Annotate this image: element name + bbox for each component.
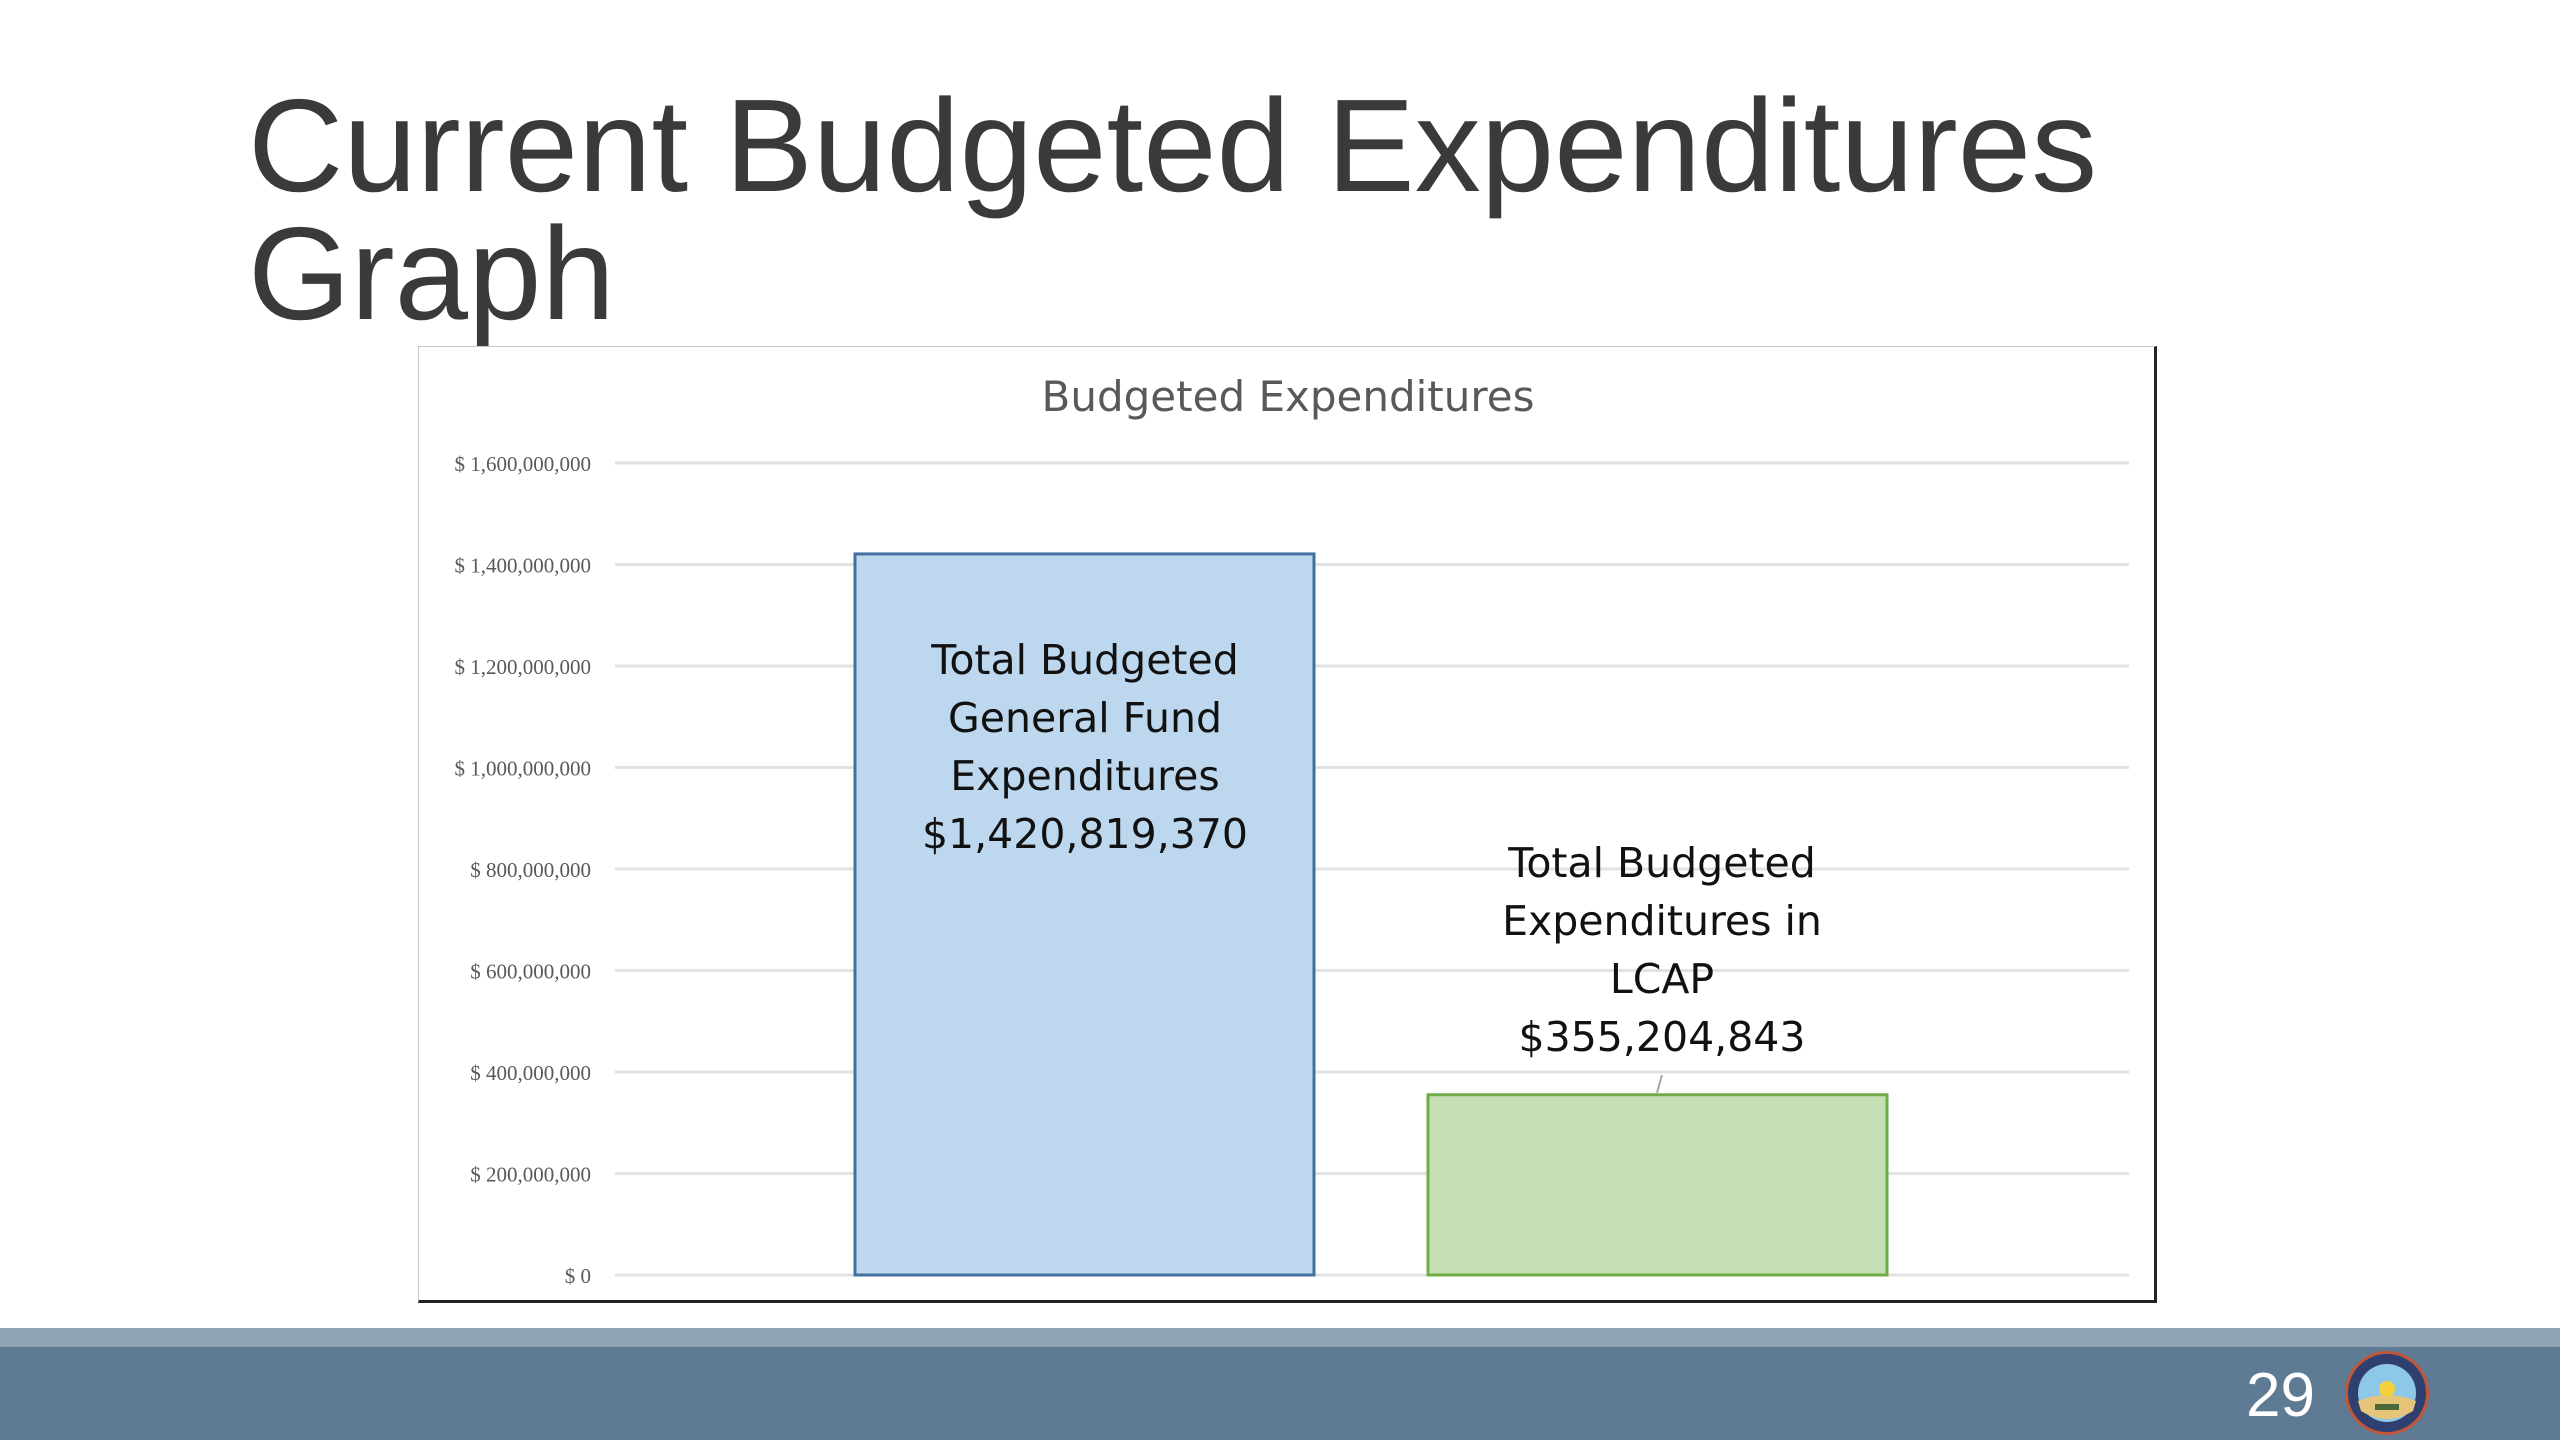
y-tick-label: $ 1,000,000,000 bbox=[455, 757, 592, 781]
title-line-2: Graph bbox=[248, 200, 615, 347]
department-seal-logo bbox=[2345, 1351, 2429, 1435]
y-tick-label: $ 1,200,000,000 bbox=[455, 655, 592, 679]
data-label-lcap: LCAP bbox=[1610, 955, 1714, 1003]
y-tick-label: $ 800,000,000 bbox=[470, 858, 591, 882]
y-tick-label: $ 200,000,000 bbox=[470, 1163, 591, 1187]
data-label-lcap: Total Budgeted bbox=[1507, 839, 1816, 887]
chart-frame: Budgeted Expenditures $ 0 $ 200,000,000 $ 4… bbox=[418, 346, 2157, 1303]
y-tick-label: $ 0 bbox=[565, 1264, 591, 1288]
bar-chart: Budgeted Expenditures $ 0 $ 200,000,000 $ 4… bbox=[455, 372, 2129, 1288]
page-number: 29 bbox=[2246, 1361, 2315, 1430]
data-label-general-fund: Total Budgeted bbox=[930, 636, 1239, 684]
title-line-1: Current Budgeted Expenditures bbox=[248, 72, 2098, 219]
footer-bar bbox=[0, 1347, 2560, 1440]
y-tick-label: $ 400,000,000 bbox=[470, 1061, 591, 1085]
data-label-general-fund: $1,420,819,370 bbox=[922, 810, 1248, 858]
y-tick-label: $ 1,600,000,000 bbox=[455, 452, 592, 476]
y-tick-label: $ 600,000,000 bbox=[470, 960, 591, 984]
data-label-leader-line bbox=[1656, 1074, 1663, 1094]
chart-title: Budgeted Expenditures bbox=[1042, 372, 1535, 421]
y-tick-label: $ 1,400,000,000 bbox=[455, 554, 592, 578]
footer-stripe bbox=[0, 1328, 2560, 1348]
data-label-general-fund: General Fund bbox=[948, 694, 1222, 742]
slide-title: Current Budgeted Expenditures Graph bbox=[248, 80, 2097, 340]
data-label-general-fund: Expenditures bbox=[950, 752, 1219, 800]
data-label-lcap: Expenditures in bbox=[1502, 897, 1822, 945]
bar-lcap bbox=[1426, 1093, 1889, 1277]
data-label-lcap: $355,204,843 bbox=[1519, 1013, 1806, 1061]
bar-general-fund bbox=[853, 552, 1316, 1277]
